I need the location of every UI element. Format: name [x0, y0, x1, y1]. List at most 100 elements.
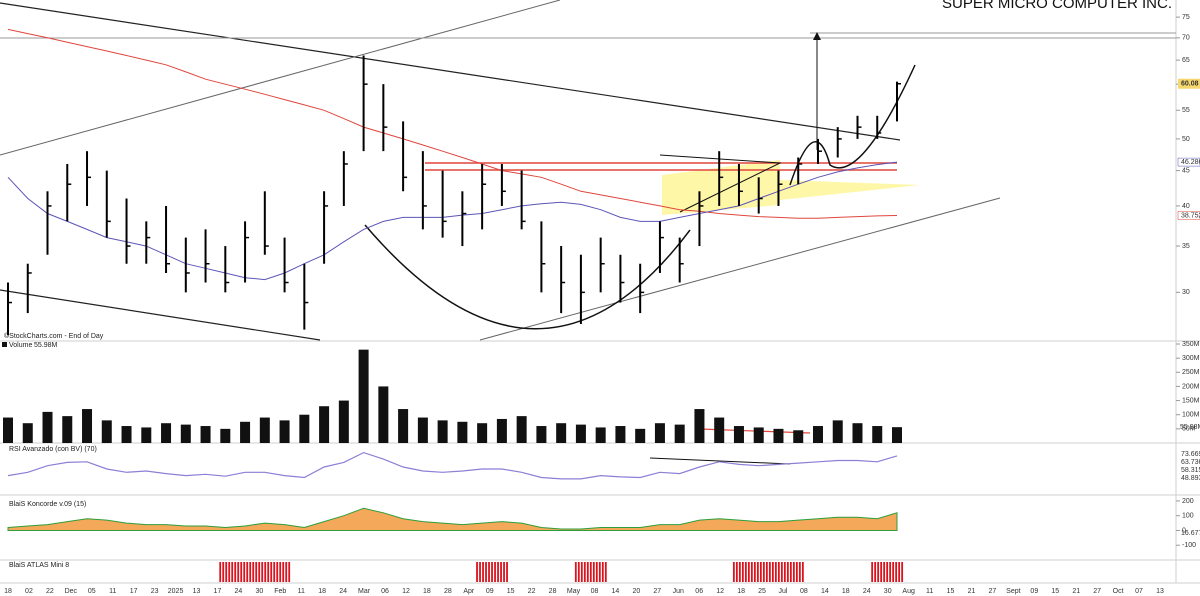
signal-bar — [574, 562, 577, 582]
rsi-readout: 48.893 — [1181, 475, 1200, 482]
x-tick-label: 30 — [255, 588, 263, 595]
x-tick-label: 14 — [612, 588, 620, 595]
signal-bar — [759, 562, 762, 582]
x-tick-label: Jun — [673, 588, 684, 595]
x-tick-label: 22 — [528, 588, 536, 595]
signal-bar — [240, 562, 243, 582]
x-tick-label: Feb — [274, 588, 286, 595]
signal-bar — [871, 562, 874, 582]
signal-bar — [738, 562, 741, 582]
signal-bar — [592, 562, 595, 582]
signal-bar — [488, 562, 490, 582]
volume-bar — [62, 416, 73, 443]
signal-bar — [883, 562, 886, 582]
volume-bar — [437, 420, 448, 443]
x-tick-label: Jul — [779, 588, 788, 595]
signal-bar — [777, 562, 780, 582]
last-price-box — [1178, 78, 1200, 89]
x-tick-label: 06 — [381, 588, 389, 595]
signal-bar — [246, 562, 249, 582]
volume-bar — [615, 426, 626, 443]
x-tick-label: 2025 — [168, 588, 184, 595]
signal-bar — [753, 562, 756, 582]
rsi-readout: 63.736 — [1181, 459, 1200, 466]
x-tick-label: 24 — [235, 588, 243, 595]
signal-bar — [476, 562, 478, 582]
y-tick-label: 65 — [1182, 57, 1190, 64]
signal-bar — [219, 562, 222, 582]
y-tick-label: 250M — [1182, 369, 1200, 376]
signal-bar — [234, 562, 237, 582]
volume-bar — [477, 423, 488, 443]
panel-title: Volume — [9, 342, 32, 349]
signal-bar — [267, 562, 270, 582]
y-tick-label: 75 — [1182, 14, 1190, 21]
signal-bar — [586, 562, 589, 582]
signal-bar — [874, 562, 877, 582]
chart-title: SUPER MICRO COMPUTER INC. — [942, 0, 1172, 12]
y-tick-label: 50M — [1182, 426, 1196, 433]
ma-readout-box — [1177, 211, 1200, 220]
x-tick-label: 11 — [926, 588, 933, 595]
volume-bar — [733, 426, 744, 443]
signal-bar — [252, 562, 255, 582]
x-tick-label: 15 — [1051, 588, 1059, 595]
x-tick-label: 25 — [758, 588, 766, 595]
x-tick-label: 06 — [695, 588, 703, 595]
x-tick-label: 08 — [800, 588, 808, 595]
volume-bar — [141, 427, 152, 443]
y-tick-label: 45 — [1182, 167, 1190, 174]
volume-bar — [872, 426, 883, 443]
ma-readout-box — [1177, 157, 1200, 167]
signal-bar — [583, 562, 586, 582]
x-tick-label: 14 — [821, 588, 829, 595]
volume-bar — [180, 424, 191, 443]
panel-frames — [0, 0, 1200, 584]
x-tick-label: 17 — [130, 588, 138, 595]
signal-bar — [580, 562, 583, 582]
rsi-readout: 58.315 — [1181, 467, 1200, 474]
volume-bar — [378, 386, 389, 443]
signal-bar — [601, 562, 604, 582]
signal-bar — [771, 562, 774, 582]
signal-bar — [261, 562, 264, 582]
x-tick-label: 15 — [507, 588, 515, 595]
x-tick-label: 20 — [632, 588, 640, 595]
x-tick-label: 09 — [486, 588, 494, 595]
x-tick-label: 24 — [339, 588, 347, 595]
volume-bar — [457, 421, 468, 443]
panel-readout: 55.98M — [34, 342, 58, 349]
volume-readout: 55.98M — [1180, 424, 1200, 431]
x-tick-label: Oct — [1113, 588, 1124, 595]
signal-bar — [741, 562, 744, 582]
signal-bar — [225, 562, 228, 582]
volume-bar — [319, 406, 330, 443]
x-tick-label: 18 — [842, 588, 850, 595]
x-tick-label: 12 — [402, 588, 410, 595]
volume-bar — [101, 420, 112, 443]
rsi-line — [7, 451, 898, 480]
volume-bar — [536, 426, 547, 443]
volume-bar — [694, 409, 705, 443]
signal-bar — [892, 562, 895, 582]
volume-bar — [832, 420, 843, 443]
x-tick-label: 30 — [884, 588, 892, 595]
volume-bar — [299, 414, 310, 443]
signal-bar — [285, 562, 288, 582]
volume-bar — [3, 417, 13, 443]
signal-bar — [222, 562, 225, 582]
signal-bar — [255, 562, 258, 582]
volume-bar — [161, 423, 172, 443]
signal-bar — [494, 562, 496, 582]
volume-bar — [358, 349, 369, 443]
panel-title: BlaiS ATLAS Mini 8 — [9, 562, 69, 569]
x-tick-label: Aug — [902, 588, 915, 595]
volume-bar — [398, 409, 409, 443]
signal-bar — [792, 562, 795, 582]
signal-bar — [479, 562, 481, 582]
y-tick-label: 0 — [1182, 527, 1186, 534]
x-tick-label: 15 — [947, 588, 955, 595]
volume-bar — [714, 417, 725, 443]
volume-bar — [220, 428, 231, 443]
